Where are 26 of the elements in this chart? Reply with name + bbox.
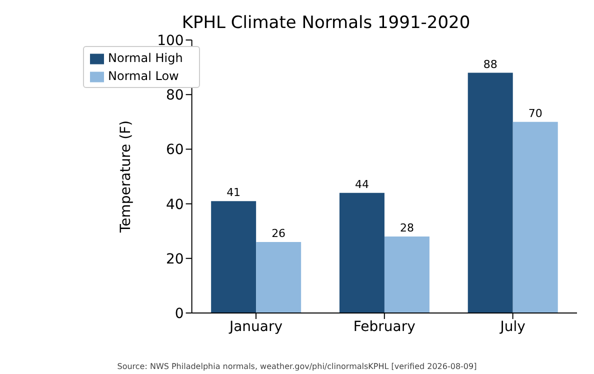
y-tick-label: 0: [174, 306, 184, 322]
data-label: 44: [354, 178, 369, 191]
data-label: 88: [483, 58, 498, 71]
y-tick-label: 40: [166, 196, 184, 213]
data-label: 41: [226, 186, 241, 200]
legend-label: Normal High: [108, 51, 183, 65]
y-tick-label: 20: [166, 251, 184, 268]
data-label: 70: [528, 106, 542, 120]
legend-label: Normal Low: [108, 69, 179, 83]
x-tick-label: January: [228, 318, 283, 335]
bar: [512, 122, 558, 313]
bar: [211, 201, 256, 313]
data-label: 28: [400, 222, 414, 235]
y-tick-label: 80: [166, 88, 184, 104]
x-tick-label: July: [499, 318, 526, 335]
bar: [256, 242, 302, 313]
x-tick-label: February: [353, 318, 416, 335]
y-axis-title: Temperature (F): [118, 120, 134, 234]
y-tick-label: 100: [157, 32, 184, 49]
bar: [468, 72, 513, 313]
source-note: Source: NWS Philadelphia normals, weather.gov/phi/clinormalsKPHL [verified 2026-08-09]: [116, 362, 478, 371]
data-label: 26: [272, 227, 286, 240]
y-tick-label: 60: [166, 142, 184, 158]
chart-title: KPHL Climate Normals 1991-2020: [180, 13, 472, 33]
bar: [339, 192, 384, 313]
bar: [384, 236, 430, 313]
